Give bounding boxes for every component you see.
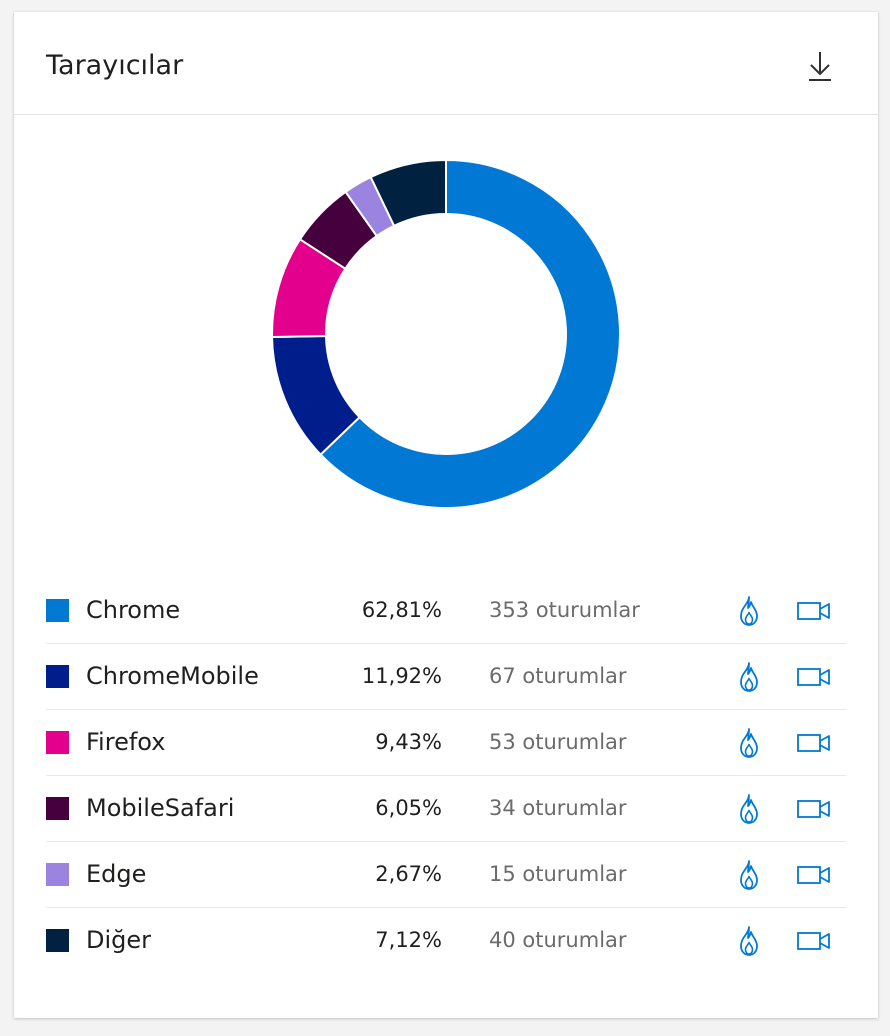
color-swatch xyxy=(46,731,69,754)
color-swatch xyxy=(46,599,69,622)
browser-legend: Chrome 62,81% 353 oturumlar ChromeMobile… xyxy=(46,578,846,973)
video-camera-icon[interactable] xyxy=(797,732,831,754)
color-swatch xyxy=(46,863,69,886)
session-count: 67 oturumlar xyxy=(489,664,627,688)
browser-name: Firefox xyxy=(86,728,166,756)
card-header: Tarayıcılar xyxy=(14,12,878,115)
legend-row-chromemobile: ChromeMobile 11,92% 67 oturumlar xyxy=(46,644,846,710)
session-count: 40 oturumlar xyxy=(489,928,627,952)
color-swatch xyxy=(46,929,69,952)
browser-percent: 2,67% xyxy=(375,862,442,886)
legend-row-mobilesafari: MobileSafari 6,05% 34 oturumlar xyxy=(46,776,846,842)
flame-icon[interactable] xyxy=(737,793,761,825)
browser-name: Chrome xyxy=(86,596,181,624)
session-count: 34 oturumlar xyxy=(489,796,627,820)
legend-row-firefox: Firefox 9,43% 53 oturumlar xyxy=(46,710,846,776)
donut-slice-diğer[interactable] xyxy=(369,158,447,228)
session-count: 353 oturumlar xyxy=(489,598,640,622)
browser-percent: 6,05% xyxy=(375,796,442,820)
browser-donut-chart xyxy=(271,158,621,509)
flame-icon[interactable] xyxy=(737,925,761,957)
donut-slice-chrome[interactable] xyxy=(319,158,621,509)
browser-percent: 62,81% xyxy=(361,598,442,622)
flame-icon[interactable] xyxy=(737,727,761,759)
browser-name: Diğer xyxy=(86,926,152,954)
browser-percent: 11,92% xyxy=(361,664,442,688)
card-title: Tarayıcılar xyxy=(46,50,184,81)
video-camera-icon[interactable] xyxy=(797,600,831,622)
browsers-card: Tarayıcılar Chrome 62,81% 353 oturumlar … xyxy=(14,12,878,1018)
legend-row-chrome: Chrome 62,81% 353 oturumlar xyxy=(46,578,846,644)
browser-percent: 7,12% xyxy=(375,928,442,952)
browser-percent: 9,43% xyxy=(375,730,442,754)
video-camera-icon[interactable] xyxy=(797,666,831,688)
browser-name: Edge xyxy=(86,860,147,888)
flame-icon[interactable] xyxy=(737,661,761,693)
download-icon[interactable] xyxy=(804,48,836,84)
legend-row-other: Diğer 7,12% 40 oturumlar xyxy=(46,908,846,973)
session-count: 15 oturumlar xyxy=(489,862,627,886)
flame-icon[interactable] xyxy=(737,859,761,891)
legend-row-edge: Edge 2,67% 15 oturumlar xyxy=(46,842,846,908)
color-swatch xyxy=(46,665,69,688)
color-swatch xyxy=(46,797,69,820)
video-camera-icon[interactable] xyxy=(797,864,831,886)
browser-name: ChromeMobile xyxy=(86,662,259,690)
browser-name: MobileSafari xyxy=(86,794,235,822)
video-camera-icon[interactable] xyxy=(797,798,831,820)
flame-icon[interactable] xyxy=(737,595,761,627)
session-count: 53 oturumlar xyxy=(489,730,627,754)
video-camera-icon[interactable] xyxy=(797,930,831,952)
